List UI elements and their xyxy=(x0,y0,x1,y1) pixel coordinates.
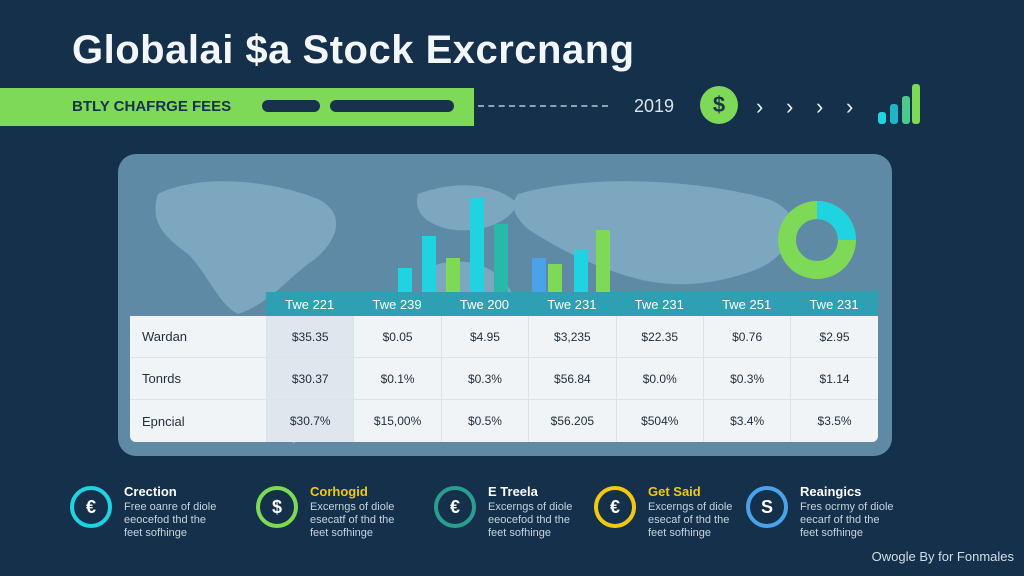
decorative-bars xyxy=(398,198,610,292)
euro-icon: € xyxy=(70,486,112,528)
chevron-right-icon: › xyxy=(846,94,854,119)
feature-title: Crection xyxy=(124,484,177,499)
feature-item: € Crection Free oanre of diole eeocefod … xyxy=(70,484,224,540)
table-cell: $0.76 xyxy=(702,316,790,357)
column-header: Twe 221 xyxy=(285,296,335,312)
feature-title: Reaingics xyxy=(800,484,862,499)
column-header: Twe 231 xyxy=(547,296,597,312)
chevron-right-icon: › xyxy=(756,94,764,119)
feature-desc: Excerngs of diole eeocefod thd the feet … xyxy=(488,501,573,539)
table-cell: $3.4% xyxy=(702,400,790,442)
column-header: Twe 200 xyxy=(459,296,510,312)
banner-pill xyxy=(330,100,454,112)
table-cell: $15,00% xyxy=(353,400,440,442)
column-header: Twe 251 xyxy=(722,296,772,312)
table-cell: $0.1% xyxy=(353,358,440,399)
table-cell: $22.35 xyxy=(615,316,703,357)
dollar-icon: $ xyxy=(256,486,298,528)
dashed-divider xyxy=(478,105,608,107)
table-cell: $56.84 xyxy=(528,358,615,399)
dollar-icon: $ xyxy=(700,86,738,124)
table-cell: $0.0% xyxy=(615,358,703,399)
table-row: Epncial $30.7% $15,00% $0.5% $56.205 $50… xyxy=(130,400,878,442)
column-header: Twe 231 xyxy=(809,296,859,312)
euro-icon: € xyxy=(434,486,476,528)
table-cell: $0.3% xyxy=(440,358,528,399)
feature-title: Get Said xyxy=(648,484,701,499)
banner-label: BTLY CHAFRGE FEES xyxy=(72,98,232,115)
table-cell: $0.05 xyxy=(353,316,440,357)
row-label: Wardan xyxy=(142,329,188,344)
fee-table: Wardan $35.35 $0.05 $4.95 $3,235 $22.35 … xyxy=(130,316,878,442)
feature-desc: Fres ocrmy of diole eecarf of thd the fe… xyxy=(800,501,894,539)
table-cell: $30.7% xyxy=(266,400,354,442)
s-badge-icon: S xyxy=(746,486,788,528)
table-header-row: Twe 221 Twe 239 Twe 200 Twe 231 Twe 231 … xyxy=(266,292,878,316)
feature-desc: Excerngs of diole esecatf of thd the fee… xyxy=(310,501,395,539)
row-label: Tonrds xyxy=(142,371,182,386)
table-cell: $30.37 xyxy=(266,358,354,399)
table-cell: $56.205 xyxy=(528,400,615,442)
table-cell: $3.5% xyxy=(790,400,877,442)
table-cell: $35.35 xyxy=(266,316,354,357)
table-cell: $2.95 xyxy=(790,316,877,357)
donut-chart xyxy=(778,201,856,279)
column-header: Twe 231 xyxy=(634,296,684,312)
feature-item: $ Corhogid Excerngs of diole esecatf of … xyxy=(256,484,410,540)
banner-pill xyxy=(262,100,320,112)
feature-title: E Treela xyxy=(488,484,538,499)
row-label: Epncial xyxy=(142,413,185,429)
feature-desc: Free oanre of diole eeocefod thd the fee… xyxy=(124,501,217,539)
table-cell: $0.3% xyxy=(702,358,790,399)
feature-item: € E Treela Excerngs of diole eeocefod th… xyxy=(434,484,588,540)
feature-item: S Reaingics Fres ocrmy of diole eecarf o… xyxy=(746,484,900,540)
table-row: Wardan $35.35 $0.05 $4.95 $3,235 $22.35 … xyxy=(130,316,878,358)
column-header: Twe 239 xyxy=(372,296,422,312)
table-cell: $3,235 xyxy=(528,316,615,357)
chevron-right-icon: › xyxy=(816,94,824,119)
feature-title: Corhogid xyxy=(310,484,368,499)
feature-item: € Get Said Excerngs of diole esecaf of t… xyxy=(594,484,748,540)
table-row: Tonrds $30.37 $0.1% $0.3% $56.84 $0.0% $… xyxy=(130,358,878,400)
table-cell: $1.14 xyxy=(790,358,877,399)
year-label: 2019 xyxy=(634,96,675,116)
bar-trend-icon xyxy=(878,84,920,124)
table-cell: $504% xyxy=(615,400,703,442)
table-cell: $4.95 xyxy=(440,316,528,357)
euro-icon: € xyxy=(594,486,636,528)
page-title: Globalai $a Stock Excrcnang xyxy=(72,28,635,72)
footer-credit: Owogle By for Fonmales xyxy=(871,549,1014,564)
feature-desc: Excerngs of diole esecaf of thd the feet… xyxy=(648,501,733,539)
chevron-right-icon: › xyxy=(786,94,794,119)
table-cell: $0.5% xyxy=(440,400,528,442)
